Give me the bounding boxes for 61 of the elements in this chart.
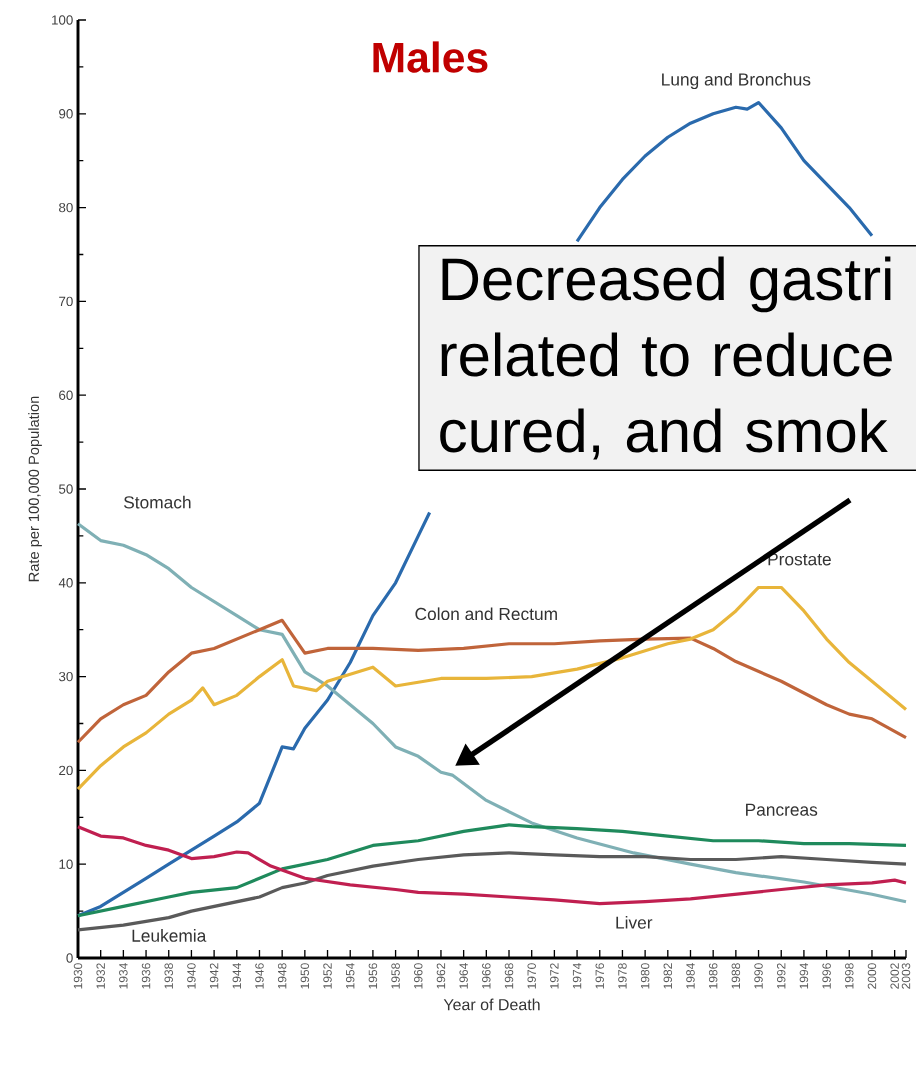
y-tick-label: 60 xyxy=(59,390,73,400)
series-label: Colon and Rectum xyxy=(415,607,557,621)
x-tick-label: 1950 xyxy=(300,963,310,989)
y-tick-label: 40 xyxy=(58,578,73,588)
x-axis-title: Year of Death xyxy=(443,998,540,1011)
series-label: Pancreas xyxy=(746,803,818,816)
x-tick-label: 1982 xyxy=(663,963,673,989)
y-tick-label: 0 xyxy=(66,953,73,963)
x-tick-label: 1968 xyxy=(504,963,514,989)
annotation: Decreased gastri related to reduce cured, and smok xyxy=(440,256,892,460)
y-tick-label: 10 xyxy=(59,859,73,869)
text: Stomach xyxy=(123,495,191,509)
x-tick-label: 1964 xyxy=(459,963,468,989)
y-tick-label: 90 xyxy=(59,109,73,119)
x-tick-label: 1936 xyxy=(141,963,151,989)
x-tick-label: 2003 xyxy=(901,963,911,989)
y-tick-label: 50 xyxy=(59,484,73,494)
x-tick-label: 1978 xyxy=(618,963,627,989)
series-label: Leukemia xyxy=(132,929,207,942)
x-tick-label: 1942 xyxy=(209,963,219,989)
x-tick-label: 1930 xyxy=(73,963,83,989)
series-label: Liver xyxy=(616,915,653,929)
series-label: Lung and Bronchus xyxy=(662,72,811,90)
x-tick-label: 1974 xyxy=(572,963,582,989)
x-tick-label: 1990 xyxy=(754,963,763,989)
x-tick-label: 2000 xyxy=(867,963,877,989)
x-tick-label: 1980 xyxy=(640,963,650,989)
x-tick-label: 1962 xyxy=(436,963,446,989)
x-tick-label: 1934 xyxy=(119,963,128,989)
y-tick-label: 30 xyxy=(58,671,73,682)
x-tick-label: 1984 xyxy=(686,963,695,989)
x-tick-label: 1946 xyxy=(255,963,264,989)
x-tick-label: 1960 xyxy=(414,963,423,989)
x-tick-label: 1988 xyxy=(731,963,741,989)
y-axis-title: Rate per 100,000 Population xyxy=(28,396,42,582)
x-tick-label: 1970 xyxy=(527,963,536,989)
x-tick-label: 1998 xyxy=(845,963,854,989)
chart-title: Males xyxy=(373,41,488,73)
x-tick-label: 1940 xyxy=(187,963,196,989)
x-tick-label: 1954 xyxy=(345,963,355,989)
x-tick-label: 2002 xyxy=(890,963,899,989)
series-label: Prostate xyxy=(768,553,831,566)
x-tick-label: 1986 xyxy=(708,963,718,989)
x-tick-label: 1944 xyxy=(232,963,242,989)
x-tick-label: 1976 xyxy=(595,963,605,989)
x-tick-label: 1948 xyxy=(277,963,287,989)
x-tick-label: 1996 xyxy=(822,963,831,989)
x-tick-label: 1958 xyxy=(391,963,400,989)
x-tick-label: 1956 xyxy=(368,963,378,989)
x-tick-label: 1938 xyxy=(164,963,173,989)
x-tick-label: 1992 xyxy=(776,963,786,989)
x-tick-label: 1972 xyxy=(550,963,559,989)
x-tick-label: 1932 xyxy=(96,963,105,989)
line-series xyxy=(76,585,908,791)
x-tick-label: 1952 xyxy=(323,963,332,989)
y-tick-label: 80 xyxy=(59,202,73,213)
y-tick-label: 100 xyxy=(52,15,73,25)
x-tick-label: 1994 xyxy=(799,963,809,989)
x-tick-label: 1966 xyxy=(482,963,491,989)
y-tick-label: 70 xyxy=(59,296,73,307)
y-tick-label: 20 xyxy=(59,765,73,776)
